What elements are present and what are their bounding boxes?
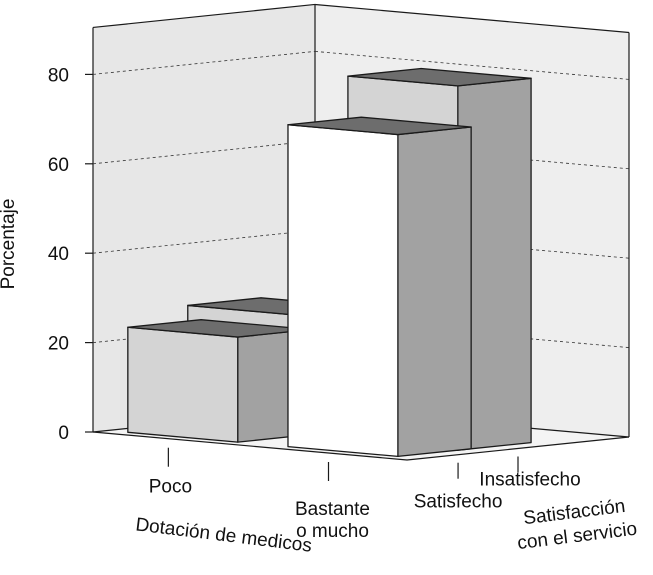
bar-group-1-0 bbox=[287, 116, 472, 458]
y-tick-label: 60 bbox=[48, 155, 69, 176]
right-floor-edge bbox=[406, 436, 630, 461]
z-axis-title: Satisfaccióncon el servicio bbox=[513, 495, 638, 554]
x-category-label-line: Poco bbox=[149, 477, 192, 498]
y-axis-label: Porcentaje bbox=[0, 199, 19, 290]
front-floor-edge bbox=[92, 431, 408, 461]
x-axis-title: Dotación de medicos bbox=[134, 514, 313, 556]
y-gridline-left bbox=[92, 140, 316, 165]
y-gridline-left bbox=[92, 51, 316, 75]
bar-group-0-0 bbox=[127, 319, 312, 443]
z-series-label: Insatisfecho bbox=[479, 470, 580, 491]
bar-front-face bbox=[127, 326, 239, 443]
bar-top-face bbox=[287, 116, 472, 136]
z-series-label: Satisfecho bbox=[414, 492, 503, 513]
left-wall-top-edge bbox=[92, 3, 316, 29]
back-wall-top-edge bbox=[314, 3, 630, 34]
bar-side-face bbox=[397, 126, 472, 458]
bar-front-face bbox=[287, 124, 399, 458]
x-category-label: Bastante o mucho bbox=[295, 499, 370, 542]
y-tick-label: 40 bbox=[48, 244, 69, 265]
x-category-label: Poco bbox=[149, 477, 192, 498]
x-category-label-line: o mucho bbox=[296, 521, 369, 542]
y-gridline-left bbox=[92, 229, 316, 254]
y-gridline-back bbox=[314, 51, 630, 80]
x-category-label-line: Bastante bbox=[295, 499, 370, 520]
y-tick-label: 20 bbox=[48, 334, 69, 355]
y-tick-label: 0 bbox=[58, 423, 69, 444]
bar-top-face bbox=[347, 67, 532, 87]
y-tick-label: 80 bbox=[48, 65, 69, 86]
